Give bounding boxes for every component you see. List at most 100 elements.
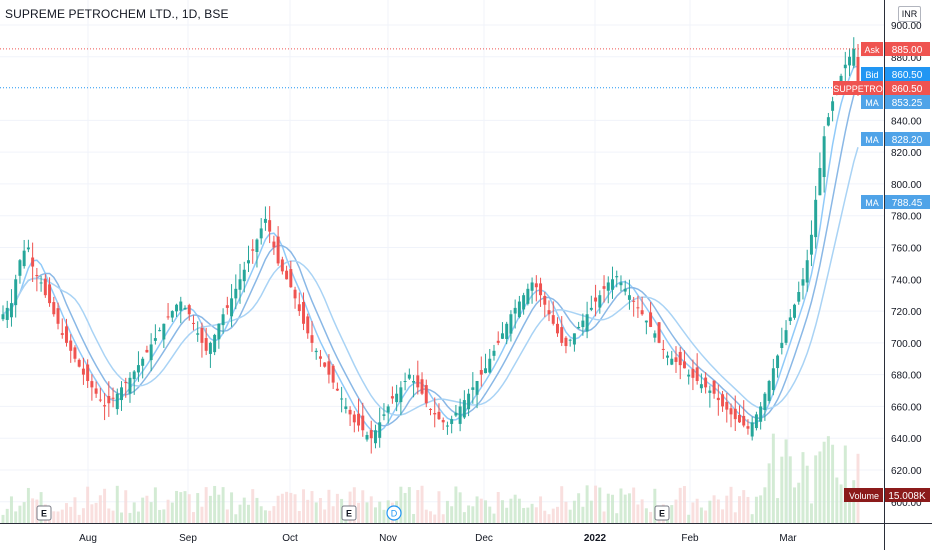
candle-body — [475, 381, 479, 395]
candle-body — [310, 335, 314, 343]
candle-body — [124, 382, 128, 384]
time-tick-label: Oct — [282, 533, 298, 544]
candle-body — [73, 347, 77, 359]
volume-bar — [327, 489, 331, 523]
candle-body — [60, 333, 64, 335]
volume-bar — [793, 487, 796, 523]
candle-body — [225, 305, 229, 308]
candle-body — [107, 396, 111, 404]
volume-bar — [848, 490, 852, 523]
volume-bar — [619, 488, 623, 523]
time-tick-label: Mar — [779, 533, 797, 544]
candle-body — [407, 374, 411, 379]
currency-button[interactable]: INR — [898, 6, 921, 22]
candle-body — [776, 355, 780, 369]
volume-bar — [183, 491, 187, 523]
earnings-marker[interactable] — [654, 505, 670, 521]
candle-body — [340, 398, 344, 400]
candle-body — [509, 314, 513, 334]
time-tick-label: Nov — [379, 533, 397, 544]
candle-body — [594, 297, 598, 302]
volume-bar — [644, 508, 648, 523]
candle-body — [530, 282, 534, 291]
volume-bar — [268, 510, 272, 523]
volume-bar — [729, 486, 733, 523]
candle-body — [759, 406, 763, 422]
candle-body — [420, 379, 424, 394]
candle-body — [390, 396, 394, 399]
candle-body — [259, 228, 263, 239]
volume-bar — [399, 486, 403, 523]
volume-bar — [691, 502, 695, 523]
candle-body — [331, 365, 335, 383]
price-tick-label: 800.00 — [891, 180, 922, 191]
volume-bar — [492, 513, 496, 523]
volume-bar — [784, 439, 788, 523]
dividend-marker[interactable] — [386, 505, 402, 521]
volume-bar — [704, 510, 708, 523]
earnings-marker[interactable] — [341, 505, 357, 521]
earnings-marker[interactable] — [36, 505, 52, 521]
candle-body — [187, 305, 191, 315]
candle-body — [831, 101, 835, 111]
volume-bar — [826, 436, 830, 523]
candle-body — [136, 365, 140, 373]
volume-bar — [94, 502, 98, 523]
volume-bar — [467, 505, 471, 523]
candle-body — [784, 330, 788, 343]
candle-body — [208, 342, 212, 354]
volume-bar — [513, 494, 517, 523]
volume-bar — [14, 511, 18, 523]
volume-bar — [136, 511, 140, 523]
price-tick-label: 620.00 — [891, 466, 922, 477]
candle-body — [712, 380, 716, 394]
volume-bar — [788, 456, 792, 523]
volume-bar — [721, 509, 725, 523]
candle-body — [204, 338, 208, 351]
candle-body — [496, 340, 500, 343]
candle-body — [441, 419, 445, 423]
volume-bar — [682, 486, 686, 523]
volume-bar — [217, 494, 221, 523]
volume-bar — [471, 506, 475, 523]
volume-bar — [412, 513, 416, 523]
candle-body — [632, 300, 636, 302]
volume-label: Volume — [849, 491, 879, 501]
volume-bar — [65, 503, 68, 523]
volume-bar — [776, 498, 780, 523]
candle-body — [52, 302, 56, 315]
candle-body — [357, 413, 361, 426]
candle-body — [500, 333, 504, 339]
ma3-badge-label-bg — [861, 195, 883, 209]
price-tick-label: 840.00 — [891, 116, 922, 127]
candle-body — [611, 279, 614, 290]
volume-bar — [437, 491, 441, 523]
candle-body — [43, 278, 47, 296]
candle-body — [818, 168, 822, 196]
volume-bar — [128, 512, 132, 523]
candle-body — [141, 358, 145, 366]
volume-bar — [429, 511, 432, 523]
candle-body — [568, 339, 572, 341]
candle-body — [479, 369, 483, 375]
volume-bar — [52, 511, 56, 523]
candle-body — [581, 320, 585, 328]
candle-body — [589, 307, 593, 310]
volume-bar — [699, 507, 703, 523]
volume-bar — [5, 508, 9, 523]
candle-body — [378, 422, 382, 438]
volume-bar — [475, 496, 479, 523]
volume-bar — [213, 485, 217, 523]
volume-bar — [141, 497, 145, 523]
candle-body — [77, 359, 81, 367]
volume-bar — [809, 503, 813, 523]
volume-bar — [805, 465, 809, 523]
candle-body — [555, 323, 559, 334]
candle-body — [31, 257, 35, 267]
volume-bar — [272, 506, 276, 523]
candle-body — [746, 426, 750, 429]
candle-body — [704, 377, 708, 388]
candle-body — [115, 393, 119, 410]
